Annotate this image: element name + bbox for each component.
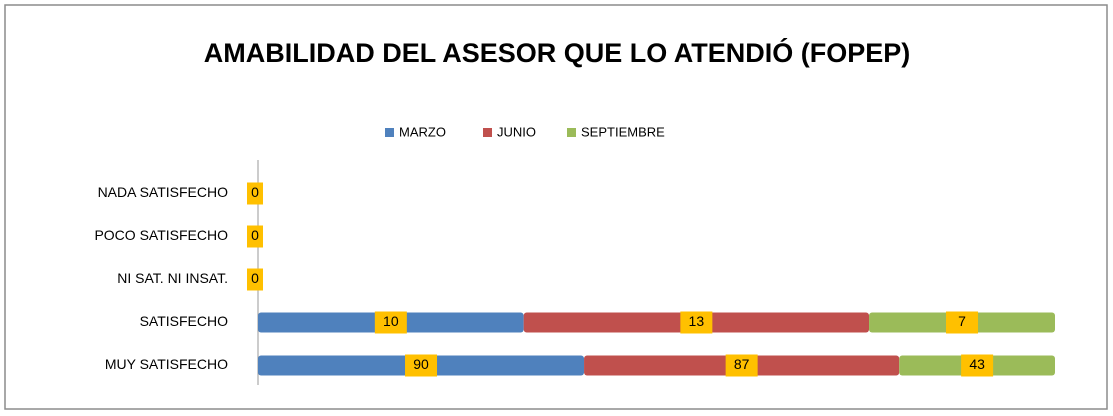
data-label: 90 [413, 356, 429, 372]
data-label-box [946, 311, 979, 334]
y-tick-label: NI SAT. NI INSAT. [117, 270, 228, 286]
data-label: 0 [251, 270, 259, 286]
chart-frame [4, 4, 1108, 410]
data-label: 10 [383, 313, 399, 329]
legend-swatch [483, 128, 492, 137]
data-label: 7 [958, 313, 966, 329]
legend-swatch [567, 128, 576, 137]
data-label-box [247, 268, 263, 291]
y-tick-label: SATISFECHO [140, 313, 229, 329]
y-tick-label: NADA SATISFECHO [98, 184, 229, 200]
legend-label: JUNIO [497, 124, 536, 139]
y-tick-label: POCO SATISFECHO [94, 227, 228, 243]
chart-title: AMABILIDAD DEL ASESOR QUE LO ATENDIÓ (FO… [204, 37, 911, 68]
data-label-box [961, 354, 994, 377]
data-label-box [725, 354, 758, 377]
data-label-box [374, 311, 407, 334]
data-label: 13 [689, 313, 705, 329]
data-label: 43 [969, 356, 985, 372]
data-label: 0 [251, 184, 259, 200]
legend-label: MARZO [399, 124, 446, 139]
legend-swatch [385, 128, 394, 137]
data-label-box [247, 182, 263, 205]
data-label-box [405, 354, 438, 377]
legend-label: SEPTIEMBRE [581, 124, 665, 139]
y-tick-label: MUY SATISFECHO [105, 356, 228, 372]
data-label-box [247, 225, 263, 248]
data-label-box [680, 311, 713, 334]
data-label: 0 [251, 227, 259, 243]
data-label: 87 [734, 356, 750, 372]
